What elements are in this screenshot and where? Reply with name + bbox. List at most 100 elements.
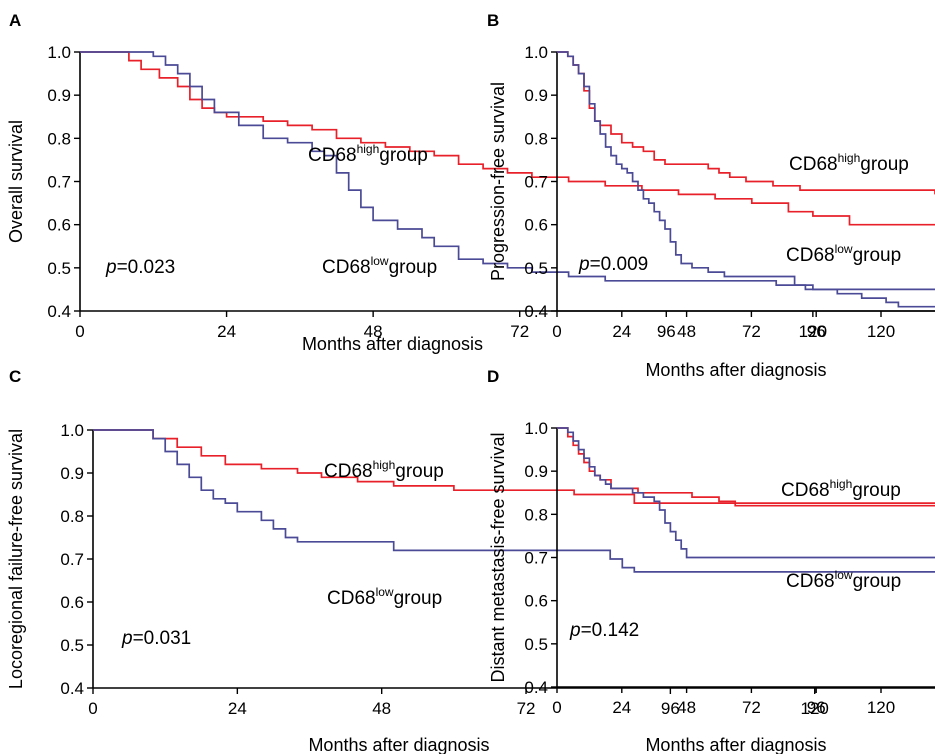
- x-tick-label: 0: [552, 322, 561, 341]
- x-tick-label: 24: [612, 698, 631, 717]
- legend-label-high: CD68highgroup: [324, 458, 444, 482]
- y-tick-label: 0.9: [47, 86, 71, 105]
- x-tick-label: 120: [799, 322, 827, 341]
- p-value-label: p=0.142: [569, 620, 639, 641]
- y-axis-title: Locoregional failure-free survival: [6, 429, 26, 689]
- y-tick-label: 0.6: [60, 593, 84, 612]
- y-tick-label: 1.0: [524, 43, 548, 62]
- legend-label-low: CD68lowgroup: [327, 585, 442, 609]
- series-suffix: group: [852, 480, 901, 501]
- x-tick-label: 72: [742, 322, 761, 341]
- y-tick-label: 0.7: [524, 549, 548, 568]
- survival-curve-low: [80, 51, 935, 308]
- x-tick-label: 24: [217, 322, 236, 341]
- y-tick-label: 0.7: [60, 550, 84, 569]
- panel-d: D0.40.50.60.70.80.91.00 24 48 72 96 120Months…: [487, 367, 935, 754]
- y-tick-label: 0.4: [524, 678, 548, 697]
- y-tick-label: 0.9: [524, 86, 548, 105]
- x-tick-label: 48: [677, 322, 696, 341]
- y-tick-label: 0.7: [524, 173, 548, 192]
- survival-curve-low: [93, 429, 935, 573]
- y-tick-label: 0.4: [524, 302, 548, 321]
- p-value: =0.023: [117, 257, 176, 278]
- series-name: CD68: [308, 145, 357, 166]
- series-name: CD68: [786, 571, 835, 592]
- survival-curve-high: [93, 429, 935, 504]
- x-tick-label: 0: [552, 698, 561, 717]
- series-name: CD68: [322, 257, 371, 278]
- p-value-label: p=0.023: [105, 257, 175, 278]
- series-suffix: group: [389, 257, 438, 278]
- p-value: =0.031: [133, 628, 192, 649]
- series-suffix: group: [394, 588, 443, 609]
- y-tick-label: 0.8: [524, 129, 548, 148]
- x-tick-label: 48: [677, 698, 696, 717]
- p-value: =0.142: [581, 620, 640, 641]
- legend-label-high: CD68highgroup: [308, 142, 428, 166]
- survival-curve-low: [557, 51, 935, 291]
- p-symbol: p: [569, 620, 581, 641]
- series-superscript: low: [376, 585, 394, 599]
- y-tick-label: 0.9: [524, 462, 548, 481]
- survival-curve-high: [80, 51, 935, 226]
- y-tick-label: 0.6: [47, 216, 71, 235]
- p-value: =0.009: [590, 254, 649, 275]
- x-tick-label: 0: [88, 699, 97, 718]
- y-tick-label: 0.5: [47, 259, 71, 278]
- x-axis-title: Months after diagnosis: [645, 360, 826, 380]
- series-suffix: group: [395, 461, 444, 482]
- x-axis-title: Months after diagnosis: [302, 334, 483, 354]
- survival-curve-low: [557, 427, 935, 559]
- x-tick-label: 96: [661, 699, 680, 718]
- series-name: CD68: [327, 588, 376, 609]
- x-tick-label: 72: [517, 699, 536, 718]
- x-tick-label: 48: [372, 699, 391, 718]
- panel-c: C0.40.50.60.70.80.91.00 24 48 72 96 120Months…: [6, 367, 935, 754]
- y-tick-label: 0.4: [47, 302, 71, 321]
- series-suffix: group: [379, 145, 428, 166]
- y-tick-label: 0.5: [524, 259, 548, 278]
- p-value-label: p=0.031: [121, 628, 191, 649]
- y-tick-label: 1.0: [524, 419, 548, 438]
- x-tick-label: 72: [510, 322, 529, 341]
- series-superscript: high: [838, 151, 861, 165]
- p-value-label: p=0.009: [578, 254, 648, 275]
- series-superscript: low: [835, 568, 853, 582]
- y-tick-label: 0.5: [524, 635, 548, 654]
- legend-label-low: CD68lowgroup: [322, 254, 437, 278]
- series-superscript: high: [357, 142, 380, 156]
- x-tick-label: 120: [867, 698, 895, 717]
- y-tick-label: 0.8: [47, 129, 71, 148]
- x-tick-label: 48: [364, 322, 383, 341]
- series-superscript: high: [830, 477, 853, 491]
- legend-label-low: CD68lowgroup: [786, 568, 901, 592]
- panel-letter: A: [9, 11, 21, 30]
- y-axis-title: Overall survival: [6, 120, 26, 243]
- y-tick-label: 0.9: [60, 464, 84, 483]
- panel-letter: B: [487, 11, 499, 30]
- y-tick-label: 1.0: [60, 421, 84, 440]
- series-superscript: low: [835, 242, 853, 256]
- panel-letter: C: [9, 367, 21, 386]
- series-suffix: group: [853, 571, 902, 592]
- y-axis-title: Progression-free survival: [488, 82, 508, 281]
- y-tick-label: 0.7: [47, 173, 71, 192]
- y-tick-label: 1.0: [47, 43, 71, 62]
- series-suffix: group: [853, 245, 902, 266]
- panel-a: A0.40.50.60.70.80.91.00 24 48 72 96 120Months…: [6, 11, 935, 354]
- series-name: CD68: [786, 245, 835, 266]
- y-tick-label: 0.5: [60, 636, 84, 655]
- y-axis-title: Distant metastasis-free survival: [488, 432, 508, 682]
- x-tick-label: 96: [807, 698, 826, 717]
- y-tick-label: 0.6: [524, 592, 548, 611]
- x-tick-label: 96: [807, 322, 826, 341]
- series-name: CD68: [781, 480, 830, 501]
- series-name: CD68: [324, 461, 373, 482]
- p-symbol: p: [578, 254, 590, 275]
- y-tick-label: 0.8: [524, 505, 548, 524]
- x-tick-label: 120: [867, 322, 895, 341]
- series-suffix: group: [860, 154, 909, 175]
- y-tick-label: 0.6: [524, 216, 548, 235]
- legend-label-high: CD68highgroup: [781, 477, 901, 501]
